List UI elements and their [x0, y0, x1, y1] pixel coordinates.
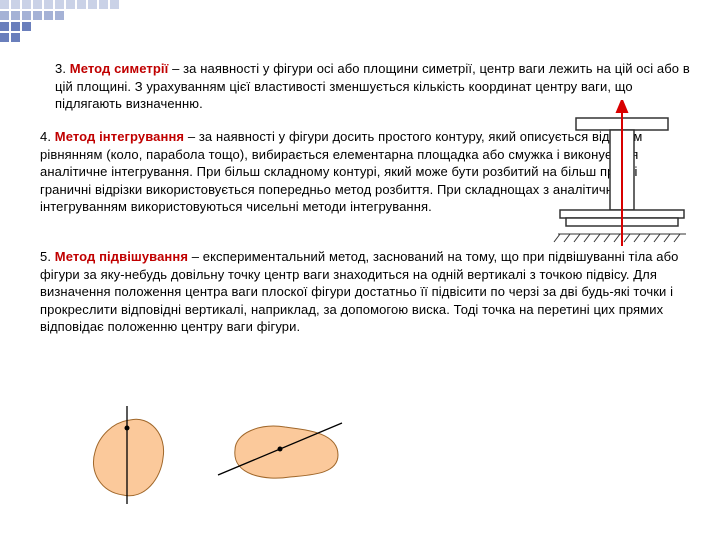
ibeam-diagram [552, 100, 692, 250]
p3-number: 3. [55, 61, 70, 76]
hanging-shape-1 [75, 400, 185, 510]
p5-number: 5. [40, 249, 55, 264]
p4-number: 4. [40, 129, 55, 144]
p4-title: Метод інтегрування [55, 129, 184, 144]
hanging-shape-2 [210, 405, 350, 505]
paragraph-5: 5. Метод підвішування – експериментальни… [40, 248, 680, 336]
p5-title: Метод підвішування [55, 249, 188, 264]
slide-page: 3. Метод симетрії – за наявності у фігур… [0, 0, 720, 540]
p3-title: Метод симетрії [70, 61, 169, 76]
